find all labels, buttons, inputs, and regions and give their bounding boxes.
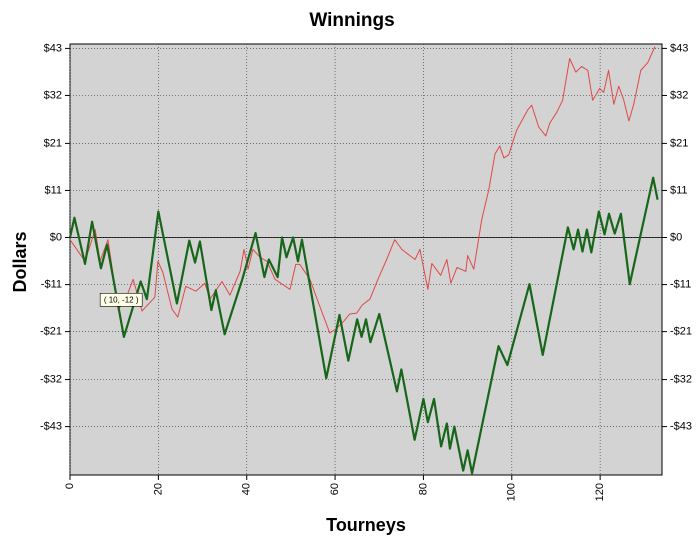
y-axis-title: Dollars xyxy=(10,231,30,292)
y2-tick-label: -$43 xyxy=(670,421,692,433)
y2-tick-label: $32 xyxy=(670,89,688,101)
x-tick-label: 40 xyxy=(241,483,253,495)
y2-tick-label: -$32 xyxy=(670,373,692,385)
plot-area xyxy=(69,43,663,476)
x-axis-title: Tourneys xyxy=(326,515,406,535)
y-tick-label: -$32 xyxy=(40,373,62,385)
y-tick-label: $0 xyxy=(50,231,62,243)
y-tick-label: $32 xyxy=(44,89,62,101)
y-tick-label: -$21 xyxy=(40,326,62,338)
x-tick-label: 20 xyxy=(152,483,164,495)
annotation: ( 10, -12 ) xyxy=(104,295,139,304)
x-tick-label: 0 xyxy=(64,483,76,489)
series-line xyxy=(68,176,659,475)
y2-tick-label: -$11 xyxy=(670,278,691,290)
x-tick-label: 100 xyxy=(506,483,518,501)
chart-title: Winnings xyxy=(309,10,394,31)
y2-tick-label: $43 xyxy=(670,42,688,54)
series-line xyxy=(69,46,656,334)
y2-tick-label: $0 xyxy=(670,231,682,243)
y-tick-label: -$11 xyxy=(41,278,62,290)
y-tick-label: $43 xyxy=(44,42,62,54)
y2-tick-label: $21 xyxy=(670,137,688,149)
x-tick-label: 80 xyxy=(417,483,429,495)
annotation-box xyxy=(99,292,143,307)
x-tick-label: 120 xyxy=(594,483,606,501)
y-tick-label: $11 xyxy=(44,184,62,196)
y2-tick-label: -$21 xyxy=(670,326,692,338)
y2-tick-label: $11 xyxy=(670,184,688,196)
y-tick-label: -$43 xyxy=(40,421,62,433)
x-tick-label: 60 xyxy=(329,483,341,495)
y-tick-label: $21 xyxy=(44,137,62,149)
